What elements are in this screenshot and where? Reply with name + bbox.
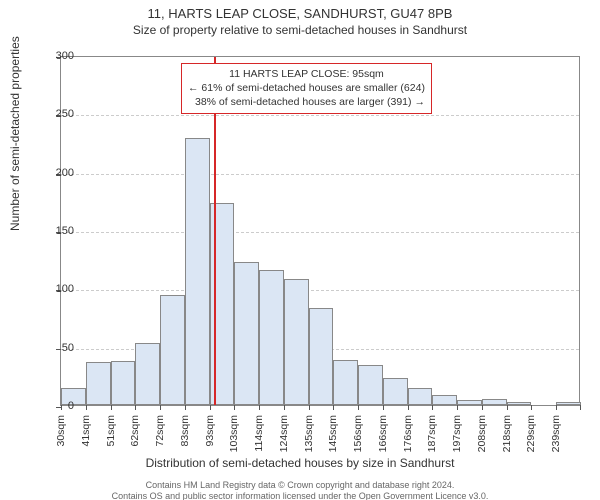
xtick-mark [358,405,359,410]
histogram-bar [160,295,185,405]
x-axis-label: Distribution of semi-detached houses by … [0,456,600,470]
ytick-label: 300 [34,50,74,62]
ytick-label: 150 [34,225,74,237]
gridline [61,232,579,233]
xtick-mark [160,405,161,410]
gridline [61,115,579,116]
xtick-mark [457,405,458,410]
xtick-label: 229sqm [525,415,537,452]
xtick-label: 135sqm [303,415,315,452]
xtick-mark [333,405,334,410]
histogram-chart: 30sqm41sqm51sqm62sqm72sqm83sqm93sqm103sq… [60,56,580,406]
xtick-label: 83sqm [179,415,191,447]
y-axis-label: Number of semi-detached properties [8,36,22,231]
xtick-mark [86,405,87,410]
ytick-label: 50 [34,342,74,354]
footer-line: Contains HM Land Registry data © Crown c… [0,480,600,491]
histogram-bar [111,361,136,405]
xtick-label: 145sqm [327,415,339,452]
histogram-bar [309,308,334,405]
xtick-label: 72sqm [154,415,166,447]
annotation-callout: 11 HARTS LEAP CLOSE: 95sqm← 61% of semi-… [181,63,432,114]
xtick-mark [309,405,310,410]
xtick-label: 30sqm [55,415,67,447]
annotation-line: 38% of semi-detached houses are larger (… [188,95,425,109]
histogram-bar [358,365,383,405]
histogram-bar [408,388,433,406]
xtick-label: 62sqm [129,415,141,447]
xtick-label: 103sqm [228,415,240,452]
footer-line: Contains OS and public sector informatio… [0,491,600,500]
xtick-label: 197sqm [451,415,463,452]
attribution-footer: Contains HM Land Registry data © Crown c… [0,480,600,500]
histogram-bar [432,395,457,406]
xtick-label: 51sqm [105,415,117,447]
page-title: 11, HARTS LEAP CLOSE, SANDHURST, GU47 8P… [0,6,600,21]
gridline [61,290,579,291]
annotation-line: ← 61% of semi-detached houses are smalle… [188,81,425,95]
xtick-label: 218sqm [501,415,513,452]
xtick-label: 239sqm [550,415,562,452]
histogram-bar [259,270,284,405]
xtick-label: 176sqm [402,415,414,452]
xtick-mark [531,405,532,410]
xtick-mark [135,405,136,410]
gridline [61,174,579,175]
histogram-bar [185,138,210,405]
annotation-line: 11 HARTS LEAP CLOSE: 95sqm [188,67,425,81]
xtick-mark [284,405,285,410]
xtick-mark [210,405,211,410]
histogram-bar [507,402,532,406]
xtick-label: 41sqm [80,415,92,447]
xtick-label: 208sqm [476,415,488,452]
xtick-mark [556,405,557,410]
xtick-mark [432,405,433,410]
histogram-bar [482,399,507,405]
xtick-label: 93sqm [204,415,216,447]
xtick-label: 114sqm [253,415,265,452]
histogram-bar [284,279,309,405]
figure: 11, HARTS LEAP CLOSE, SANDHURST, GU47 8P… [0,6,600,500]
ytick-label: 100 [34,283,74,295]
xtick-mark [111,405,112,410]
histogram-bar [210,203,235,405]
xtick-mark [383,405,384,410]
histogram-bar [383,378,408,405]
page-subtitle: Size of property relative to semi-detach… [0,23,600,37]
histogram-bar [556,402,581,406]
xtick-mark [408,405,409,410]
histogram-bar [333,360,358,406]
xtick-label: 156sqm [352,415,364,452]
plot-area: 30sqm41sqm51sqm62sqm72sqm83sqm93sqm103sq… [60,56,580,406]
histogram-bar [234,262,259,406]
ytick-label: 0 [34,400,74,412]
xtick-mark [185,405,186,410]
xtick-label: 124sqm [278,415,290,452]
ytick-label: 250 [34,108,74,120]
ytick-label: 200 [34,167,74,179]
xtick-label: 166sqm [377,415,389,452]
xtick-mark [234,405,235,410]
xtick-mark [482,405,483,410]
xtick-mark [507,405,508,410]
histogram-bar [86,362,111,405]
histogram-bar [135,343,160,405]
histogram-bar [457,400,482,405]
xtick-mark [259,405,260,410]
xtick-mark [580,405,581,410]
xtick-label: 187sqm [426,415,438,452]
